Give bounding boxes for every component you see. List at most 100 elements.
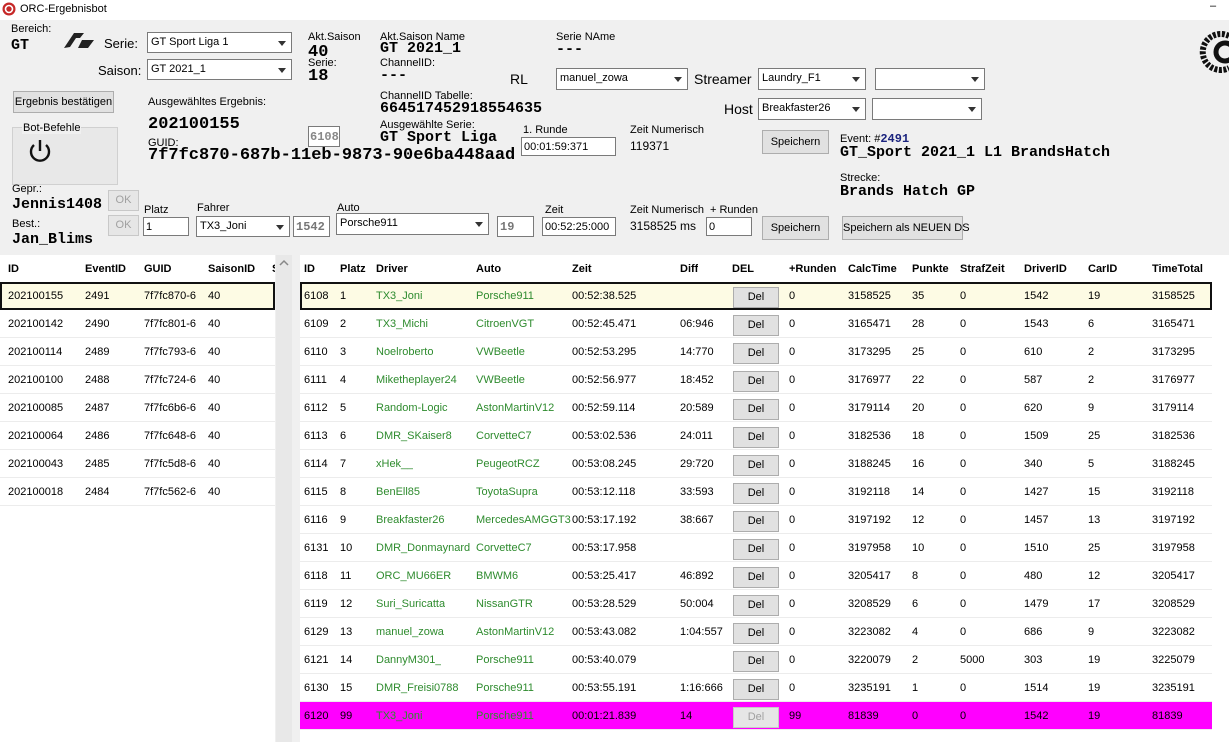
label: Host: [724, 101, 753, 117]
delete-button[interactable]: Del: [733, 679, 779, 700]
ok-button[interactable]: OK: [108, 190, 139, 211]
delete-button[interactable]: Del: [733, 287, 779, 308]
column-header: CalcTime: [848, 263, 897, 275]
delete-button[interactable]: Del: [733, 623, 779, 644]
column-header: +Runden: [789, 263, 837, 275]
table-cell: 9: [1088, 402, 1095, 414]
table-row: [300, 394, 1212, 422]
table-cell: 00:52:53.295: [572, 346, 637, 358]
delete-button[interactable]: Del: [733, 371, 779, 392]
dropdown[interactable]: [875, 68, 985, 90]
minimize[interactable]: –: [1210, 0, 1217, 12]
dropdown[interactable]: [872, 98, 982, 120]
delete-button[interactable]: Del: [733, 707, 779, 728]
text-input[interactable]: 00:01:59:371: [521, 137, 616, 156]
table-row: [300, 618, 1212, 646]
dropdown[interactable]: Breakfaster26: [758, 98, 866, 120]
table-cell: 4: [340, 374, 347, 386]
power-button[interactable]: [27, 138, 53, 164]
table-cell: Porsche911: [476, 654, 534, 666]
table-cell: Suri_Suricatta: [376, 598, 446, 610]
table-row: [0, 422, 275, 450]
delete-button[interactable]: Del: [733, 539, 779, 560]
table-cell: 40: [208, 458, 221, 470]
delete-button[interactable]: Del: [733, 567, 779, 588]
table-cell: 40: [208, 486, 221, 498]
scrollbar[interactable]: [276, 255, 292, 742]
dropdown[interactable]: Laundry_F1: [758, 68, 866, 90]
label: Serie:: [308, 57, 337, 69]
table-cell: 40: [208, 290, 221, 302]
app-icon: [2, 2, 16, 16]
value: 18: [308, 67, 329, 86]
delete-button[interactable]: Del: [733, 399, 779, 420]
table-cell: 3165471: [1152, 318, 1195, 330]
table-cell: 202100100: [8, 374, 64, 386]
save-button[interactable]: Speichern: [762, 216, 829, 240]
save-new-button[interactable]: Speichern als NEUEN DS: [842, 216, 970, 240]
table-cell: 2: [1088, 346, 1095, 358]
dropdown[interactable]: GT 2021_1: [147, 59, 292, 80]
table-cell: 610: [1024, 346, 1043, 358]
save-button[interactable]: Speichern: [762, 130, 829, 154]
table-cell: 3205417: [1152, 570, 1195, 582]
spinner[interactable]: 0: [706, 217, 752, 236]
label: ChannelID Tabelle:: [380, 90, 473, 102]
delete-button[interactable]: Del: [733, 651, 779, 672]
label: Platz: [144, 204, 169, 216]
dropdown[interactable]: GT Sport Liga 1: [147, 32, 292, 53]
ok-button[interactable]: OK: [108, 215, 139, 236]
delete-button[interactable]: Del: [733, 483, 779, 504]
table-cell: BMWM6: [476, 570, 519, 582]
table-cell: 2489: [85, 346, 110, 358]
table-cell: 25: [912, 346, 925, 358]
table-cell: 3220079: [848, 654, 891, 666]
table-cell: 202100064: [8, 430, 64, 442]
table-cell: 202100085: [8, 402, 64, 414]
table-cell: 3182536: [848, 430, 891, 442]
table-cell: 6116: [304, 514, 328, 526]
dropdown[interactable]: manuel_zowa: [556, 68, 688, 90]
table-cell: 0: [960, 402, 967, 414]
delete-button[interactable]: Del: [733, 343, 779, 364]
table-cell: 202100018: [8, 486, 64, 498]
table-cell: 0: [789, 430, 796, 442]
table-row: [300, 646, 1212, 674]
table-cell: 16: [912, 458, 925, 470]
table-cell: 6130: [304, 682, 329, 694]
value: Jan_Blims: [12, 231, 94, 248]
table-cell: 3197192: [1152, 514, 1195, 526]
table-row: [300, 366, 1212, 394]
table-cell: 686: [1024, 626, 1043, 638]
delete-button[interactable]: Del: [733, 595, 779, 616]
table-cell: 3173295: [848, 346, 891, 358]
delete-button[interactable]: Del: [733, 455, 779, 476]
table-cell: 00:53:55.191: [572, 682, 637, 694]
table-row: [300, 422, 1212, 450]
table-cell: 22: [912, 374, 925, 386]
dropdown[interactable]: Porsche911: [336, 213, 489, 235]
table-cell: 6129: [304, 626, 329, 638]
dropdown[interactable]: TX3_Joni: [196, 216, 290, 237]
table-cell: 81839: [848, 710, 879, 722]
spinner[interactable]: 1: [143, 217, 189, 236]
text-input[interactable]: 00:52:25:000: [542, 217, 616, 236]
table-cell: 2491: [85, 290, 110, 302]
title-bar: [0, 0, 1229, 20]
table-cell: 2: [340, 318, 347, 330]
table-cell: 15: [340, 682, 353, 694]
table-cell: 8: [340, 486, 347, 498]
table-cell: 0: [960, 570, 967, 582]
delete-button[interactable]: Del: [733, 315, 779, 336]
table-cell: Porsche911: [476, 290, 534, 302]
confirm-button[interactable]: Ergebnis bestätigen: [13, 91, 114, 113]
table-cell: 3188245: [848, 458, 891, 470]
group-label: Bot-Befehle: [22, 122, 82, 134]
delete-button[interactable]: Del: [733, 511, 779, 532]
table-cell: 12: [912, 514, 925, 526]
table-cell: 40: [208, 346, 221, 358]
label: Streamer: [694, 71, 752, 87]
table-row: [300, 590, 1212, 618]
table-cell: 40: [208, 318, 221, 330]
delete-button[interactable]: Del: [733, 427, 779, 448]
